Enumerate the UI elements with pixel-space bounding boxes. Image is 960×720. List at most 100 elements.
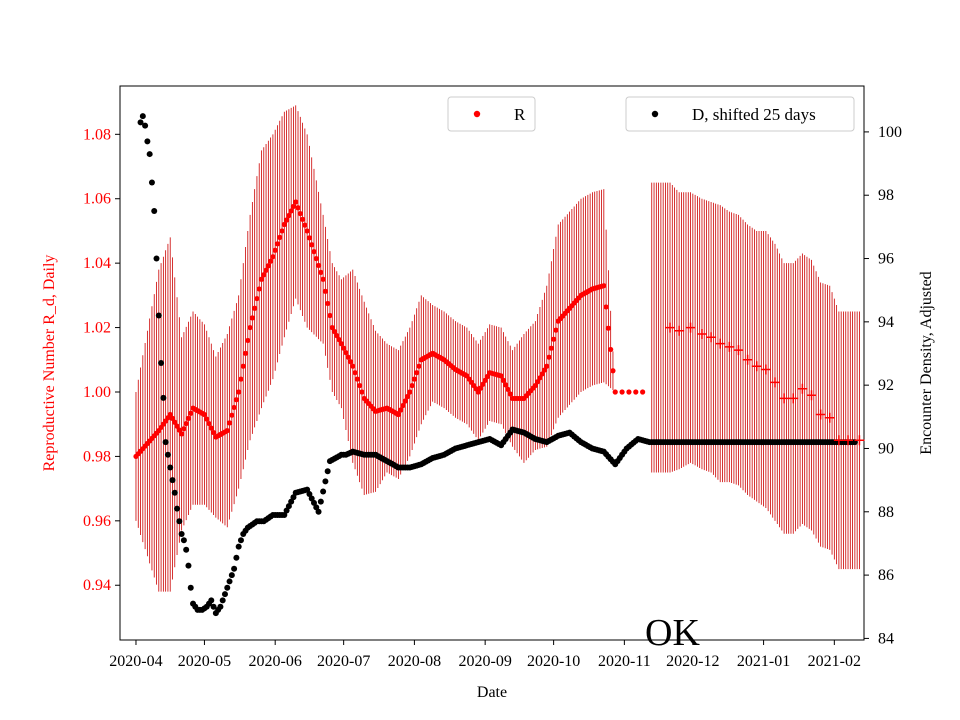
r-proj-point <box>797 383 808 394</box>
d-point <box>317 498 324 505</box>
r-point <box>226 420 233 426</box>
left-tick-label: 0.94 <box>83 577 111 594</box>
d-point <box>187 584 194 591</box>
d-point <box>306 491 313 498</box>
r-point <box>236 389 242 395</box>
r-point <box>603 304 609 310</box>
r-point <box>265 263 271 269</box>
d-point <box>185 562 192 569</box>
r-point <box>272 247 278 253</box>
r-point <box>247 324 253 331</box>
r-proj-point <box>760 364 771 375</box>
plot-frame <box>119 85 865 641</box>
r-point <box>306 235 313 241</box>
r-point <box>286 212 292 219</box>
left-axis: 0.94 0.96 0.98 1.00 1.02 1.04 1.06 1.08 <box>83 126 120 594</box>
r-point <box>313 255 319 262</box>
r-proj-point <box>674 325 685 336</box>
r-point <box>169 415 176 421</box>
r-point <box>309 242 315 248</box>
r-point <box>231 404 237 411</box>
r-proj-point <box>733 345 744 356</box>
r-point <box>238 376 244 382</box>
r-point <box>240 363 246 369</box>
legend-d-marker <box>651 110 659 118</box>
r-proj-point <box>788 393 799 404</box>
d-point <box>169 477 176 484</box>
r-point <box>176 427 182 433</box>
r-point <box>503 382 509 388</box>
r-point <box>167 411 173 418</box>
r-point <box>336 337 342 343</box>
d-series <box>137 113 858 617</box>
r-point <box>172 419 178 425</box>
r-point <box>302 222 308 228</box>
r-series <box>133 199 865 460</box>
r-proj-point <box>751 361 762 372</box>
right-tick-label: 90 <box>878 440 894 457</box>
r-point <box>263 267 269 273</box>
r-point <box>179 431 185 437</box>
r-point <box>327 312 333 319</box>
r-point <box>295 205 301 211</box>
r-point <box>315 262 322 269</box>
d-point <box>208 597 215 604</box>
d-point <box>228 572 235 579</box>
r-point <box>350 363 356 369</box>
r-point <box>204 416 210 422</box>
r-point <box>546 354 552 360</box>
d-point <box>178 530 185 537</box>
r-point <box>252 305 258 311</box>
r-proj-point <box>724 341 735 352</box>
d-point <box>146 151 153 158</box>
r-point <box>507 391 513 397</box>
legend-d-label: D, shifted 25 days <box>692 105 816 124</box>
r-point <box>256 286 262 292</box>
left-tick-label: 1.06 <box>83 191 111 208</box>
r-point <box>610 368 616 374</box>
left-tick-label: 1.08 <box>83 126 111 143</box>
d-point <box>313 504 320 511</box>
r-point <box>210 429 217 436</box>
r-proj-point <box>769 377 780 388</box>
r-point <box>498 373 504 379</box>
d-point <box>162 439 169 446</box>
r-point <box>261 272 267 278</box>
d-point <box>148 179 155 186</box>
d-point <box>217 603 224 610</box>
d-point <box>221 591 228 598</box>
d-point <box>288 498 295 505</box>
r-proj-point <box>696 329 707 340</box>
d-point <box>210 603 217 610</box>
right-tick-label: 98 <box>878 187 894 204</box>
d-point <box>304 486 311 493</box>
r-point <box>484 373 491 380</box>
r-point <box>183 420 189 427</box>
d-point <box>142 122 149 129</box>
d-point <box>167 464 174 471</box>
x-tick-label: 2020-10 <box>527 653 580 670</box>
r-point <box>398 407 404 413</box>
r-point <box>544 363 550 369</box>
r-point <box>174 423 180 429</box>
r-point <box>201 411 208 418</box>
x-tick-label: 2020-11 <box>598 653 651 670</box>
r-point <box>206 420 212 427</box>
r-proj-point <box>815 409 826 420</box>
r-proj-point <box>824 412 835 423</box>
left-tick-label: 1.00 <box>83 384 111 401</box>
x-tick-label: 2021-01 <box>737 653 790 670</box>
r-point <box>345 354 351 360</box>
r-point <box>416 363 422 369</box>
r-point <box>279 228 285 234</box>
left-tick-label: 1.02 <box>83 320 111 337</box>
r-point <box>293 199 299 205</box>
d-point <box>153 255 160 262</box>
r-point <box>258 276 265 282</box>
left-tick-label: 1.04 <box>83 255 111 272</box>
r-point <box>352 370 358 376</box>
d-point <box>324 468 331 475</box>
r-point <box>329 324 335 331</box>
x-tick-label: 2020-12 <box>666 653 719 670</box>
d-point <box>322 478 329 485</box>
